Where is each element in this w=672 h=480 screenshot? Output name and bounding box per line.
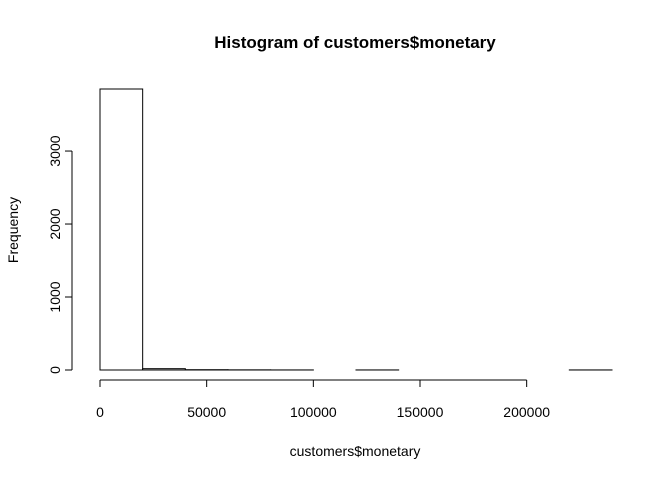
y-tick-label: 0 bbox=[47, 366, 63, 374]
x-tick-label: 100000 bbox=[290, 404, 337, 420]
y-axis-label: Frequency bbox=[5, 197, 21, 263]
y-axis: 0 1000 2000 3000 bbox=[47, 135, 73, 374]
x-axis-label: customers$monetary bbox=[290, 443, 421, 459]
x-tick-label: 200000 bbox=[503, 404, 550, 420]
y-tick-label: 3000 bbox=[47, 135, 63, 166]
histogram-bar-0 bbox=[99, 88, 144, 371]
y-tick-label: 1000 bbox=[47, 281, 63, 312]
y-tick-label: 2000 bbox=[47, 208, 63, 239]
histogram-bars bbox=[99, 88, 613, 371]
histogram-bar-1 bbox=[142, 368, 186, 371]
x-tick-label: 150000 bbox=[397, 404, 444, 420]
x-tick-label: 0 bbox=[96, 404, 104, 420]
x-tick-label: 50000 bbox=[187, 404, 226, 420]
x-axis: 0 50000 100000 150000 200000 bbox=[96, 379, 550, 420]
chart-title: Histogram of customers$monetary bbox=[214, 33, 496, 52]
